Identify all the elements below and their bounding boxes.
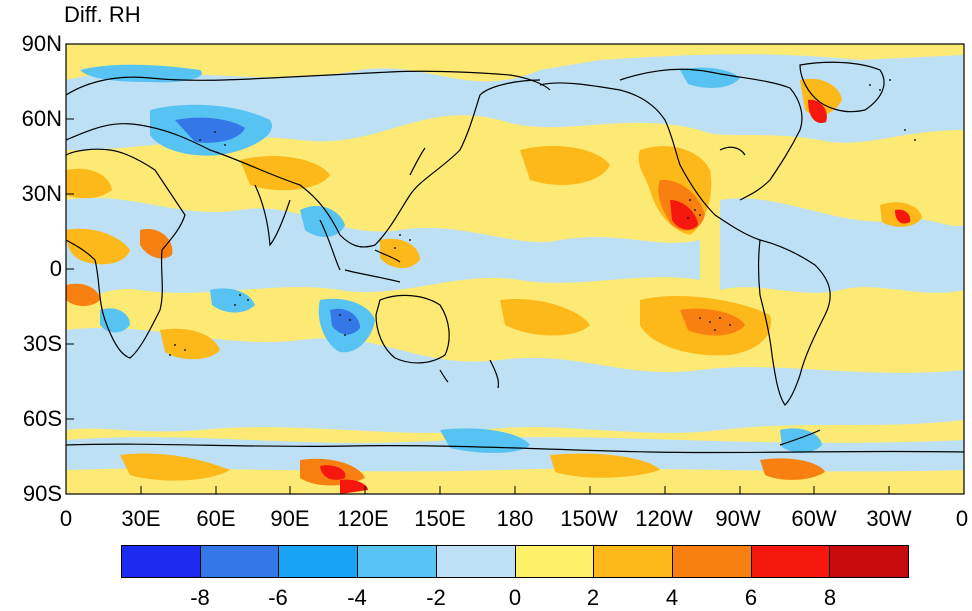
relative-humidity-map	[65, 43, 965, 495]
colorbar-label: -8	[190, 585, 210, 610]
colorbar-label: 2	[586, 585, 600, 610]
colorbar-segment	[830, 546, 909, 577]
lon-label-0-east: 0	[955, 506, 969, 531]
lon-label-90w: 90W	[715, 506, 761, 531]
colorbar-label: -4	[347, 585, 367, 610]
colorbar-segment	[122, 546, 201, 577]
lat-label-30n: 30N	[21, 181, 62, 206]
lon-label-60w: 60W	[791, 506, 837, 531]
colorbar-segment	[200, 546, 280, 577]
colorbar-segment	[672, 546, 752, 577]
colorbar-label: -6	[268, 585, 288, 610]
colorbar-segment	[436, 546, 516, 577]
colorbar-label: 0	[508, 585, 522, 610]
axis-ticks	[66, 43, 890, 495]
lon-label-30w: 30W	[866, 506, 912, 531]
significance-dots	[169, 79, 916, 356]
lon-label-0: 0	[59, 506, 73, 531]
colorbar-label: 8	[823, 585, 837, 610]
colorbar-label: 4	[665, 585, 679, 610]
lon-label-150w: 150W	[560, 506, 618, 531]
lon-label-150e: 150E	[414, 506, 466, 531]
colorbar-label: 6	[744, 585, 758, 610]
lat-label-60n: 60N	[21, 106, 62, 131]
lat-label-90s: 90S	[22, 481, 62, 506]
lat-label-30s: 30S	[22, 331, 62, 356]
colorbar	[121, 545, 909, 578]
colorbar-segment	[594, 546, 673, 577]
contour-fill-layer	[66, 44, 964, 494]
lon-label-60e: 60E	[196, 506, 236, 531]
lat-label-60s: 60S	[22, 406, 62, 431]
lon-label-120w: 120W	[635, 506, 693, 531]
lat-label-0: 0	[49, 256, 62, 281]
colorbar-segment	[515, 546, 595, 577]
lon-label-120e: 120E	[337, 506, 389, 531]
colorbar-label: -2	[426, 585, 446, 610]
lat-label-90n: 90N	[21, 31, 62, 56]
lon-label-180: 180	[496, 506, 534, 531]
lon-label-30e: 30E	[121, 506, 161, 531]
plot-title: Diff. RH	[64, 2, 141, 27]
colorbar-segment	[279, 546, 359, 577]
colorbar-segment	[751, 546, 831, 577]
coastline-layer	[66, 61, 964, 454]
colorbar-segment	[358, 546, 437, 577]
lon-label-90e: 90E	[270, 506, 310, 531]
